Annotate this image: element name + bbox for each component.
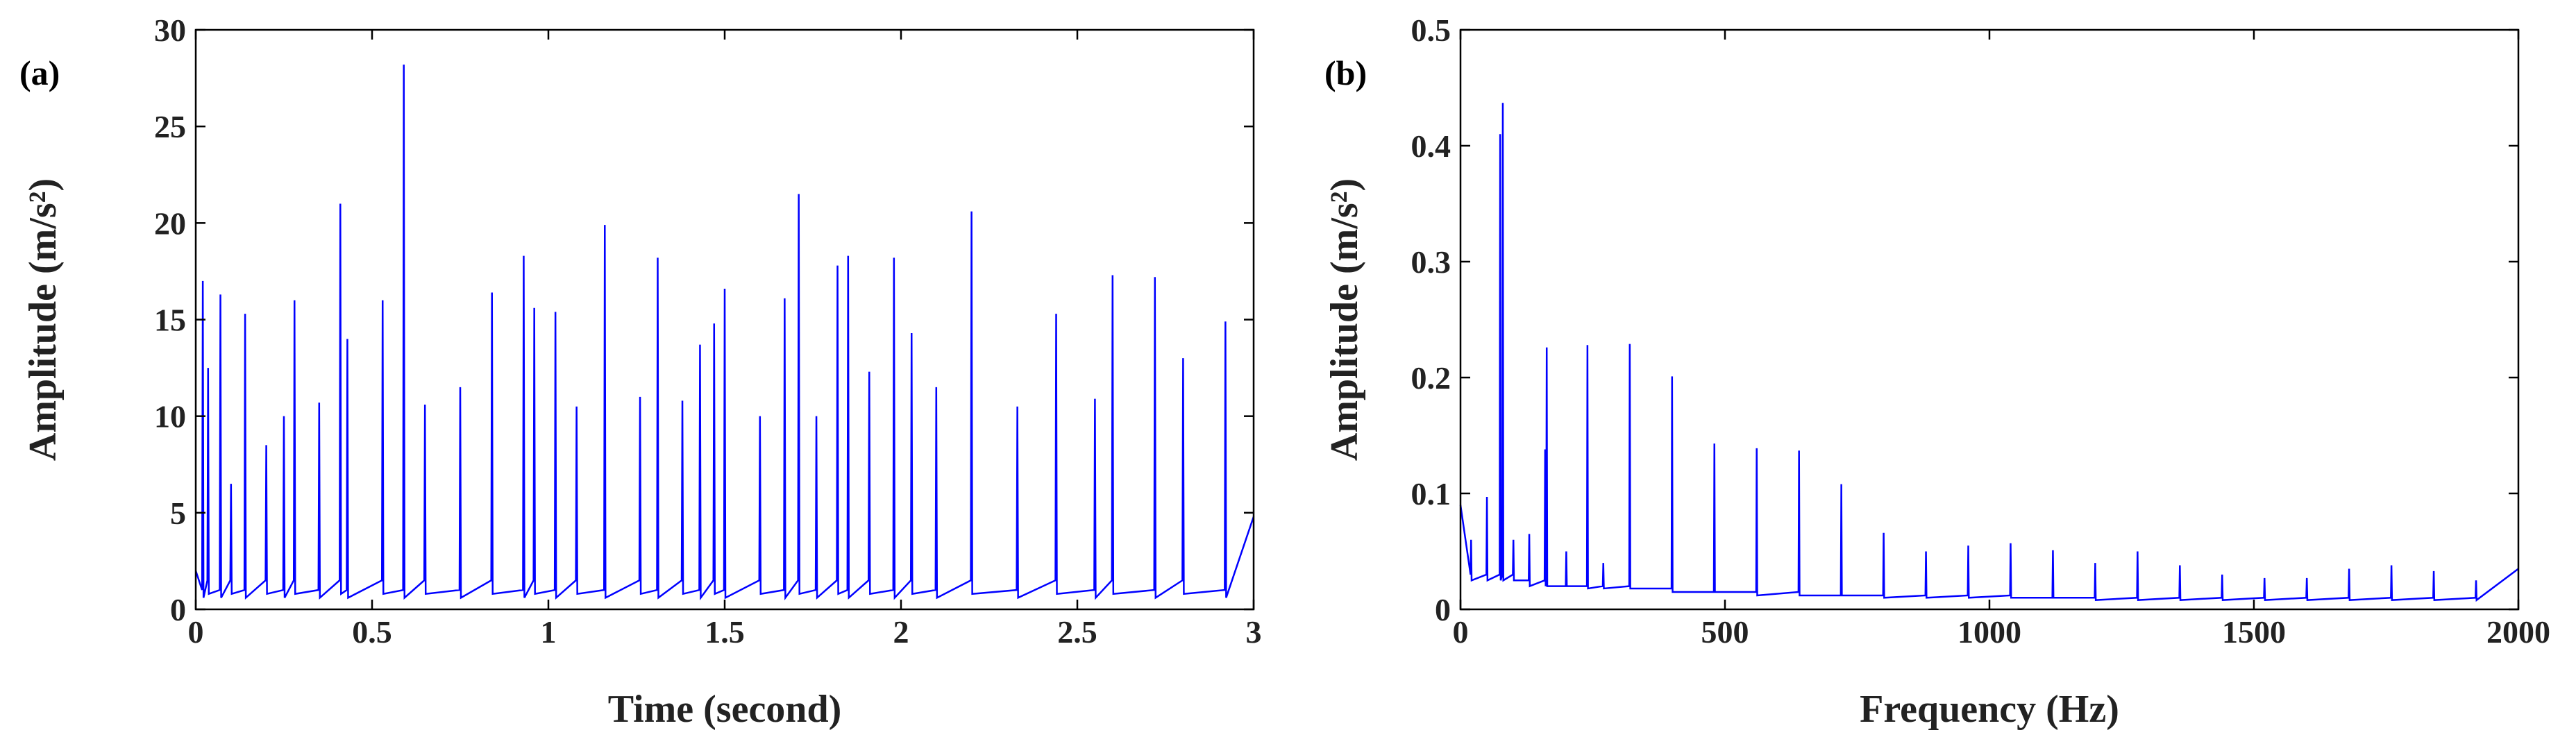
x-tick-label: 2 xyxy=(893,614,909,650)
signal-line xyxy=(1459,103,2519,602)
y-tick-label: 20 xyxy=(154,205,186,241)
y-tick-label: 10 xyxy=(154,399,186,434)
y-tick-label: 5 xyxy=(170,496,186,531)
x-axis-label: Time (second) xyxy=(608,688,842,731)
x-tick-label: 1.5 xyxy=(705,614,745,650)
x-tick-label: 1 xyxy=(541,614,557,650)
x-tick-label: 2.5 xyxy=(1057,614,1097,650)
x-tick-label: 1500 xyxy=(2222,614,2286,650)
x-tick-label: 1000 xyxy=(1958,614,2021,650)
panel-label: (a) xyxy=(19,53,60,92)
signal-line xyxy=(194,65,1255,601)
y-tick-label: 15 xyxy=(154,303,186,338)
x-tick-label: 0 xyxy=(188,614,204,650)
y-axis-label: Amplitude (m/s²) xyxy=(22,178,65,461)
x-axis-label: Frequency (Hz) xyxy=(1860,688,2119,731)
y-tick-label: 0.5 xyxy=(1411,12,1451,48)
x-tick-label: 2000 xyxy=(2486,614,2550,650)
y-tick-label: 0.3 xyxy=(1411,244,1451,280)
axes-box xyxy=(1459,28,2520,611)
x-tick-label: 500 xyxy=(1701,614,1749,650)
y-tick-label: 30 xyxy=(154,12,186,48)
panel: (b) 0 500 1000 1500 2000 0 0.1 0.2 0.3 0.4 0.5 Frequ… xyxy=(1323,12,2550,731)
x-tick-label: 0 xyxy=(1453,614,1469,650)
y-tick-label: 0.2 xyxy=(1411,360,1451,396)
x-tick-label: 0.5 xyxy=(352,614,392,650)
y-tick-label: 25 xyxy=(154,109,186,144)
panel-label: (b) xyxy=(1324,53,1367,92)
y-axis-label: Amplitude (m/s²) xyxy=(1323,178,1366,461)
y-tick-label: 0.1 xyxy=(1411,476,1451,511)
y-tick-label: 0.4 xyxy=(1411,128,1451,164)
x-tick-label: 3 xyxy=(1246,614,1262,650)
y-tick-label: 0 xyxy=(1435,592,1451,627)
y-tick-label: 0 xyxy=(170,592,186,627)
